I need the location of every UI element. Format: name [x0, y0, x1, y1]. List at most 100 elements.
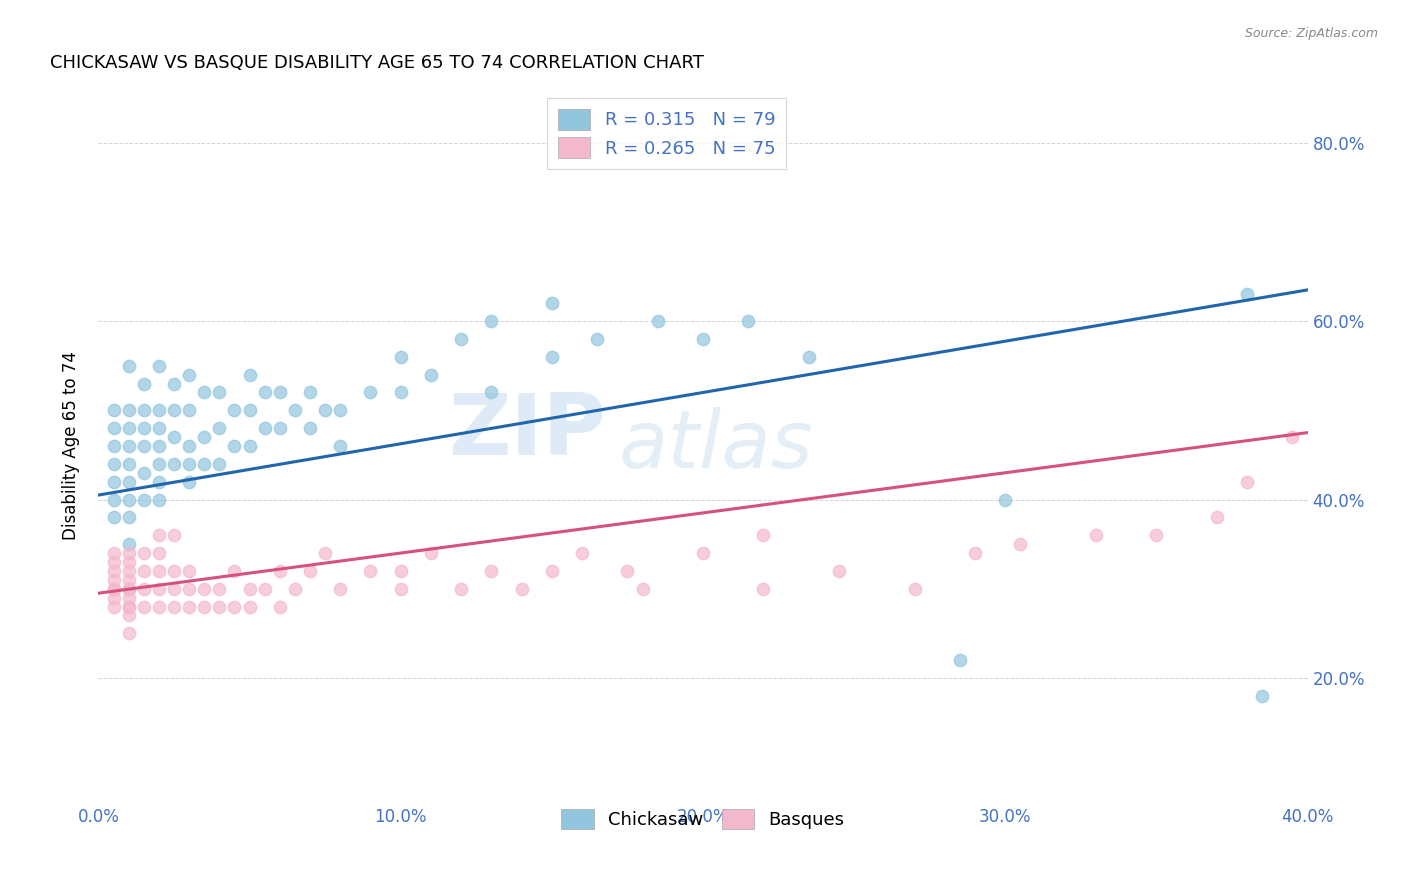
Point — [269, 385, 291, 400]
Point — [132, 599, 155, 614]
Point — [132, 582, 155, 596]
Point — [118, 475, 141, 489]
Point — [994, 492, 1017, 507]
Point — [118, 599, 141, 614]
Point — [1251, 689, 1274, 703]
Point — [132, 421, 155, 435]
Point — [329, 439, 352, 453]
Point — [329, 582, 352, 596]
Point — [284, 582, 307, 596]
Point — [752, 582, 775, 596]
Point — [132, 439, 155, 453]
Point — [239, 368, 262, 382]
Point — [118, 573, 141, 587]
Point — [103, 421, 125, 435]
Point — [148, 582, 170, 596]
Point — [118, 510, 141, 524]
Point — [224, 599, 246, 614]
Point — [118, 403, 141, 417]
Point — [179, 475, 201, 489]
Point — [314, 403, 336, 417]
Point — [118, 537, 141, 551]
Point — [389, 582, 412, 596]
Point — [1206, 510, 1229, 524]
Point — [510, 582, 533, 596]
Point — [179, 457, 201, 471]
Point — [103, 555, 125, 569]
Point — [179, 582, 201, 596]
Point — [103, 582, 125, 596]
Point — [163, 376, 186, 391]
Point — [148, 403, 170, 417]
Point — [389, 385, 412, 400]
Point — [118, 599, 141, 614]
Point — [737, 314, 759, 328]
Point — [752, 528, 775, 542]
Text: Source: ZipAtlas.com: Source: ZipAtlas.com — [1244, 27, 1378, 40]
Point — [420, 546, 443, 560]
Point — [239, 439, 262, 453]
Point — [148, 475, 170, 489]
Point — [450, 582, 472, 596]
Point — [103, 591, 125, 605]
Point — [103, 573, 125, 587]
Point — [179, 564, 201, 578]
Text: CHICKASAW VS BASQUE DISABILITY AGE 65 TO 74 CORRELATION CHART: CHICKASAW VS BASQUE DISABILITY AGE 65 TO… — [51, 54, 704, 72]
Point — [208, 457, 231, 471]
Point — [540, 564, 562, 578]
Point — [616, 564, 638, 578]
Y-axis label: Disability Age 65 to 74: Disability Age 65 to 74 — [62, 351, 80, 541]
Point — [949, 653, 972, 667]
Point — [118, 564, 141, 578]
Point — [118, 546, 141, 560]
Point — [118, 439, 141, 453]
Point — [118, 582, 141, 596]
Point — [904, 582, 927, 596]
Text: ZIP: ZIP — [449, 390, 606, 474]
Point — [132, 466, 155, 480]
Point — [540, 350, 562, 364]
Point — [481, 564, 503, 578]
Point — [132, 492, 155, 507]
Point — [208, 385, 231, 400]
Point — [631, 582, 654, 596]
Point — [148, 439, 170, 453]
Point — [118, 359, 141, 373]
Point — [103, 492, 125, 507]
Point — [284, 403, 307, 417]
Point — [360, 564, 382, 578]
Point — [179, 439, 201, 453]
Point — [103, 439, 125, 453]
Point — [132, 564, 155, 578]
Point — [148, 599, 170, 614]
Point — [450, 332, 472, 346]
Point — [647, 314, 669, 328]
Point — [148, 564, 170, 578]
Point — [132, 376, 155, 391]
Point — [118, 608, 141, 623]
Point — [148, 359, 170, 373]
Point — [571, 546, 593, 560]
Point — [224, 564, 246, 578]
Point — [163, 457, 186, 471]
Point — [132, 403, 155, 417]
Point — [179, 599, 201, 614]
Point — [103, 546, 125, 560]
Point — [103, 510, 125, 524]
Point — [965, 546, 987, 560]
Point — [163, 599, 186, 614]
Point — [224, 439, 246, 453]
Point — [103, 599, 125, 614]
Point — [148, 546, 170, 560]
Point — [193, 430, 215, 444]
Point — [481, 314, 503, 328]
Point — [193, 385, 215, 400]
Point — [239, 599, 262, 614]
Point — [208, 582, 231, 596]
Point — [193, 599, 215, 614]
Point — [118, 457, 141, 471]
Point — [208, 599, 231, 614]
Point — [103, 564, 125, 578]
Point — [163, 564, 186, 578]
Point — [118, 555, 141, 569]
